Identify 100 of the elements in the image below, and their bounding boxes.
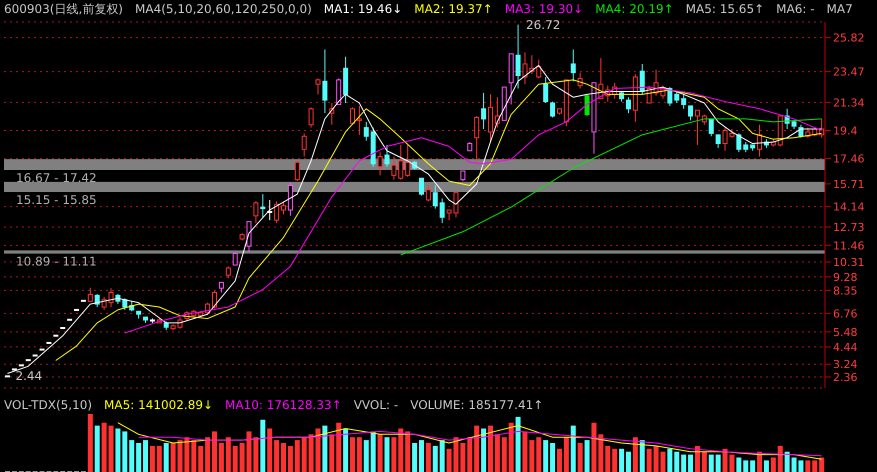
bar bbox=[88, 414, 93, 472]
bar bbox=[240, 443, 245, 472]
candlestick bbox=[108, 288, 114, 308]
bar bbox=[446, 448, 452, 472]
candlestick bbox=[716, 134, 721, 148]
y-tick-label: 3.24 bbox=[833, 358, 858, 372]
y-tick-label: 14.14 bbox=[833, 200, 864, 214]
bar bbox=[108, 426, 114, 472]
candlestick bbox=[281, 200, 286, 215]
bar bbox=[170, 443, 176, 472]
y-tick-label: 25.82 bbox=[833, 32, 864, 45]
y-tick-label: 19.4 bbox=[833, 124, 858, 138]
candlestick bbox=[694, 110, 700, 146]
text: VVOL: - bbox=[354, 398, 398, 412]
bar bbox=[136, 443, 142, 472]
y-tick-label: 10.31 bbox=[833, 256, 864, 269]
bar bbox=[274, 440, 280, 472]
bar bbox=[584, 440, 590, 472]
candlestick bbox=[481, 92, 486, 130]
candlestick bbox=[232, 252, 238, 266]
bar bbox=[356, 437, 362, 472]
bar bbox=[516, 416, 521, 472]
chart-title: 600903(日线,前复权) bbox=[4, 0, 123, 18]
bar bbox=[322, 426, 328, 472]
bar bbox=[764, 460, 769, 472]
candlestick bbox=[426, 184, 431, 202]
y-tick-label: 21.34 bbox=[833, 96, 864, 110]
bar bbox=[260, 420, 266, 472]
annotation: 2.44 bbox=[15, 369, 42, 384]
bar bbox=[178, 440, 183, 472]
text: MA2: 19.37↑ bbox=[414, 2, 493, 16]
bar bbox=[494, 434, 500, 472]
candlestick bbox=[378, 152, 383, 176]
bar bbox=[426, 443, 431, 472]
y-tick-label: 23.47 bbox=[833, 66, 864, 79]
bar bbox=[164, 443, 169, 472]
bar bbox=[481, 428, 486, 472]
text: MA7 bbox=[826, 2, 853, 16]
candlestick bbox=[474, 116, 480, 162]
bar bbox=[253, 437, 258, 472]
candlestick bbox=[460, 170, 466, 182]
bar bbox=[667, 448, 672, 472]
annotation: 26.72 bbox=[526, 18, 560, 32]
text: MA4: 20.19↑ bbox=[595, 2, 674, 16]
candlestick bbox=[516, 24, 521, 90]
bar bbox=[708, 454, 714, 472]
bar bbox=[529, 440, 534, 472]
bar bbox=[688, 454, 694, 472]
y-tick-label: 5.48 bbox=[833, 326, 858, 339]
bar bbox=[384, 437, 390, 472]
candlestick bbox=[294, 160, 300, 182]
bar bbox=[646, 448, 652, 472]
bar bbox=[267, 428, 272, 472]
bar bbox=[115, 428, 120, 472]
candlestick bbox=[708, 118, 714, 137]
bar bbox=[578, 443, 583, 472]
bar bbox=[391, 437, 396, 472]
bar bbox=[702, 452, 707, 472]
bar bbox=[654, 446, 659, 472]
bar bbox=[632, 437, 638, 472]
band-label: 16.67 - 17.42 bbox=[16, 170, 97, 185]
candlestick bbox=[667, 86, 672, 106]
candlestick bbox=[522, 52, 528, 85]
series-label: MA10: 176128.33↑ bbox=[225, 398, 342, 412]
candlestick bbox=[543, 76, 548, 104]
text: MA1: 19.46↓ bbox=[324, 2, 402, 16]
bar bbox=[212, 431, 218, 472]
bar bbox=[722, 448, 728, 472]
bar bbox=[281, 443, 286, 472]
bar bbox=[640, 440, 645, 472]
bar bbox=[94, 426, 100, 472]
bar bbox=[522, 431, 528, 472]
bar bbox=[556, 448, 562, 472]
y-tick-label: 17.46 bbox=[833, 152, 864, 166]
candlestick bbox=[260, 194, 266, 218]
candlestick bbox=[722, 127, 728, 152]
bar bbox=[418, 440, 424, 472]
bar bbox=[460, 443, 466, 472]
candlestick bbox=[536, 59, 542, 79]
bar bbox=[792, 458, 797, 472]
candlestick bbox=[391, 156, 396, 180]
y-tick-label: 4.44 bbox=[833, 340, 858, 354]
bar bbox=[626, 452, 631, 472]
text: MA3: 19.30↓ bbox=[504, 2, 584, 16]
bar bbox=[218, 443, 224, 472]
bar bbox=[729, 454, 734, 472]
bar bbox=[550, 443, 556, 472]
y-tick-label: 11.46 bbox=[833, 239, 864, 252]
candlestick bbox=[688, 105, 694, 121]
y-tick-label: 15.71 bbox=[833, 178, 864, 191]
candlestick bbox=[350, 106, 355, 126]
bar bbox=[750, 460, 756, 472]
candlestick bbox=[446, 210, 452, 221]
band-label: 10.89 - 11.11 bbox=[16, 254, 97, 269]
candlestick bbox=[384, 144, 390, 168]
candlestick bbox=[550, 101, 556, 118]
bar bbox=[598, 434, 604, 472]
chart-title: VOL-TDX(5,10) bbox=[4, 398, 92, 412]
candlestick bbox=[274, 200, 280, 224]
bar bbox=[150, 446, 155, 472]
